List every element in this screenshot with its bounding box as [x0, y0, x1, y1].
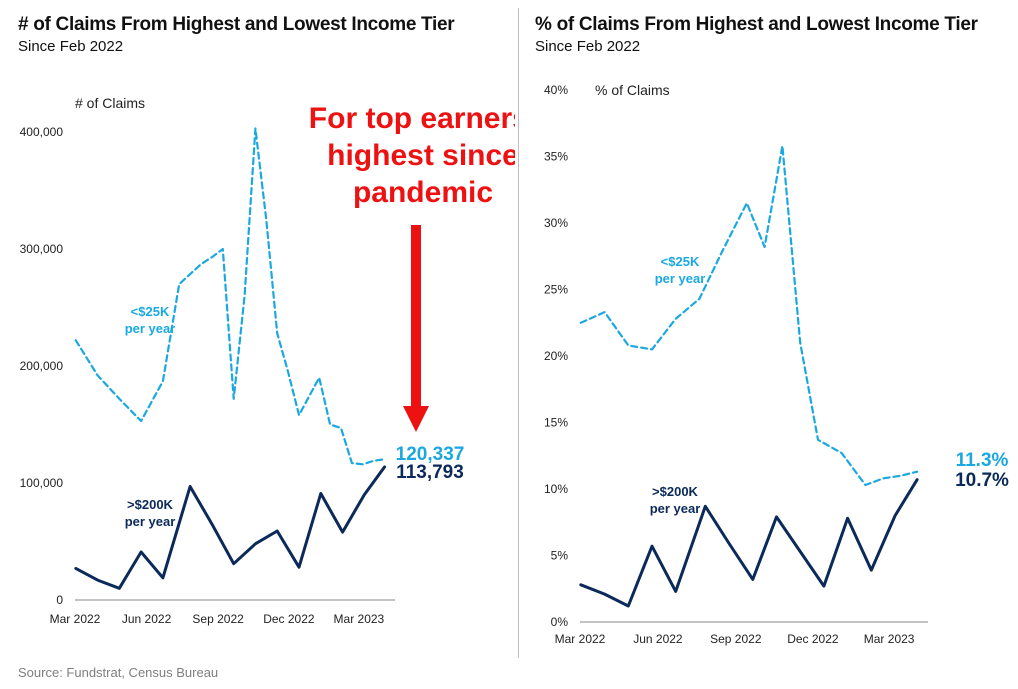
end-value-label: 11.3%	[956, 450, 1009, 471]
x-tick-label: Dec 2022	[787, 632, 839, 646]
y-tick-label: 0	[56, 593, 63, 607]
chart-subtitle: Since Feb 2022	[535, 38, 641, 55]
annotation-arrow-shaft	[411, 225, 421, 408]
panel-divider	[518, 8, 519, 658]
y-axis-label: % of Claims	[595, 82, 670, 98]
chart-title: # of Claims From Highest and Lowest Inco…	[18, 14, 455, 35]
series-line-low-income	[74, 127, 386, 466]
y-tick-label: 15%	[544, 416, 568, 430]
annotation-text: For top earners,	[309, 102, 515, 135]
y-tick-label: 20%	[544, 349, 568, 363]
y-tick-label: 35%	[544, 150, 568, 164]
x-tick-label: Mar 2022	[555, 632, 606, 646]
series-label-line: >$200K	[127, 497, 174, 512]
end-value-label: 113,793	[396, 462, 464, 483]
y-tick-label: 200,000	[20, 359, 64, 373]
claims-count-panel: # of Claims From Highest and Lowest Inco…	[0, 0, 515, 660]
series-label: <$25K per year	[655, 254, 706, 286]
x-tick-label: Sep 2022	[710, 632, 762, 646]
annotation-text: highest since	[327, 139, 515, 172]
series-line-high-income	[579, 478, 919, 608]
x-tick-label: Jun 2022	[122, 612, 172, 626]
series-label-line: per year	[655, 271, 706, 286]
y-tick-label: 0%	[551, 615, 569, 629]
series-line-low-income	[579, 144, 919, 487]
y-tick-label: 5%	[551, 549, 569, 563]
series-label-line: >$200K	[652, 484, 699, 499]
y-tick-label: 30%	[544, 216, 568, 230]
annotation-text: pandemic	[353, 176, 493, 209]
series-label: <$25K per year	[125, 304, 176, 336]
chart-subtitle: Since Feb 2022	[18, 38, 124, 55]
y-tick-label: 25%	[544, 283, 568, 297]
y-tick-label: 10%	[544, 482, 568, 496]
series-label-line: per year	[125, 514, 176, 529]
series-label-line: <$25K	[661, 254, 700, 269]
x-tick-label: Mar 2022	[50, 612, 101, 626]
chart-title: % of Claims From Highest and Lowest Inco…	[535, 14, 978, 35]
y-tick-label: 40%	[544, 83, 568, 97]
claims-share-panel: % of Claims From Highest and Lowest Inco…	[520, 0, 1018, 660]
series-line-high-income	[74, 465, 387, 590]
series-label: >$200K per year	[650, 484, 701, 516]
x-tick-label: Mar 2023	[334, 612, 385, 626]
end-value-label: 10.7%	[955, 470, 1009, 491]
y-tick-label: 300,000	[20, 242, 64, 256]
source-note: Source: Fundstrat, Census Bureau	[18, 665, 219, 680]
series-label-line: <$25K	[131, 304, 170, 319]
y-axis-label: # of Claims	[75, 95, 145, 111]
claims-share-chart: 0% 5% 10% 15% 20% 25% 30% 35% 40% Mar 2022 Jun 202…	[544, 82, 1009, 646]
x-tick-label: Jun 2022	[633, 632, 683, 646]
x-tick-label: Mar 2023	[864, 632, 915, 646]
x-tick-label: Sep 2022	[192, 612, 244, 626]
y-tick-label: 400,000	[20, 125, 64, 139]
series-label-line: per year	[125, 321, 176, 336]
annotation-arrow-head	[403, 406, 429, 432]
claims-count-chart: 0 100,000 200,000 300,000 400,000 Mar 2022 Jun…	[20, 95, 515, 626]
y-tick-label: 100,000	[20, 476, 64, 490]
x-tick-label: Dec 2022	[263, 612, 315, 626]
series-label-line: per year	[650, 501, 701, 516]
end-value-label: 120,337	[396, 444, 465, 465]
series-label: >$200K per year	[125, 497, 176, 529]
